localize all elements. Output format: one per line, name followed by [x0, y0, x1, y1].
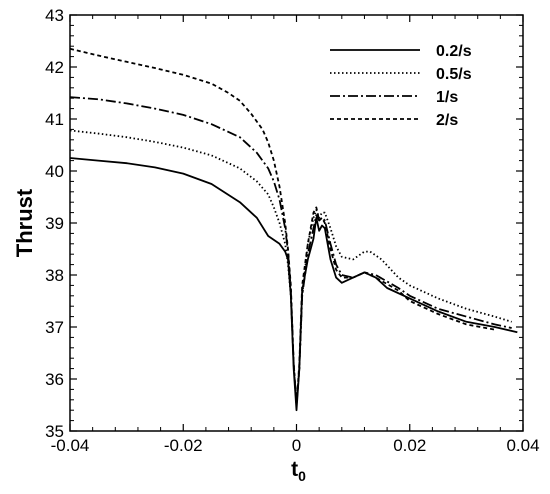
series-line-1: [69, 157, 518, 412]
x-axis-title-subscript: 0: [298, 468, 306, 484]
legend-label-1: 0.2/s: [436, 43, 472, 60]
x-tick-label: 0.04: [506, 436, 539, 455]
x-tick-label: 0: [292, 436, 301, 455]
x-tick-label: -0.04: [51, 436, 90, 455]
series-line-2: [69, 129, 512, 406]
y-tick-label: 39: [45, 214, 64, 233]
chart-legend: 0.2/s 0.5/s 1/s 2/s: [330, 43, 472, 129]
y-axis-title: Thrust: [12, 188, 37, 257]
x-tick-label: -0.02: [164, 436, 203, 455]
x-tick-label: 0.02: [393, 436, 426, 455]
y-tick-label: 43: [45, 6, 64, 25]
y-tick-label: 40: [45, 162, 64, 181]
series-layer: [69, 47, 518, 412]
legend-label-3: 1/s: [436, 89, 458, 106]
series-line-4: [69, 47, 495, 406]
series-line-3: [69, 96, 512, 406]
y-tick-label: 37: [45, 318, 64, 337]
x-axis-title: t0: [291, 458, 306, 484]
axis-tick-labels: -0.04 -0.02 0 0.02 0.04 35 36 37 38 39 40 41 42 43: [45, 6, 539, 455]
y-tick-label: 38: [45, 266, 64, 285]
legend-label-2: 0.5/s: [436, 66, 472, 83]
y-tick-label: 41: [45, 110, 64, 129]
y-tick-label: 36: [45, 370, 64, 389]
axis-ticks: [69, 14, 524, 432]
y-tick-label: 42: [45, 58, 64, 77]
legend-label-4: 2/s: [436, 112, 458, 129]
x-axis-title-main: t: [291, 458, 298, 481]
y-tick-label: 35: [45, 422, 64, 441]
